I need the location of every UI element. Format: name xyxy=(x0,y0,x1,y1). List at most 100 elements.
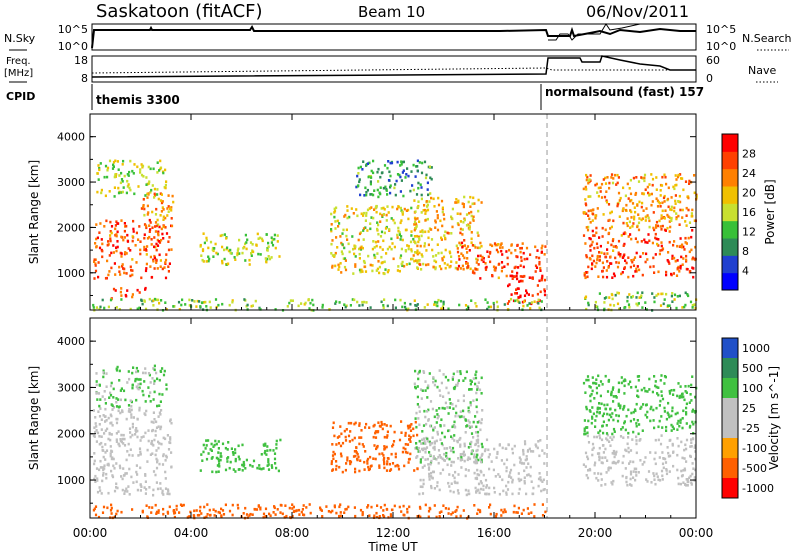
power-cell xyxy=(370,216,373,219)
power-cell xyxy=(671,257,674,260)
velocity-cell xyxy=(175,508,178,511)
velocity-cell xyxy=(200,512,203,515)
velocity-cell xyxy=(529,465,532,469)
power-cell xyxy=(668,304,671,307)
velocity-cell xyxy=(196,514,199,517)
power-cell xyxy=(407,174,410,178)
velocity-cell xyxy=(447,481,450,485)
velocity-cell xyxy=(149,400,152,403)
power-cell xyxy=(591,240,594,244)
velocity-cell xyxy=(433,426,436,429)
power-cell xyxy=(678,270,681,273)
power-cell xyxy=(112,287,116,291)
velocity-cell xyxy=(637,375,641,378)
velocity-cell xyxy=(361,443,364,446)
power-cell xyxy=(223,233,226,236)
velocity-cell xyxy=(136,369,140,373)
power-cell xyxy=(402,169,405,172)
velocity-cell xyxy=(593,381,596,385)
power-cell xyxy=(368,161,371,165)
power-cell xyxy=(128,186,131,190)
velocity-cell xyxy=(457,414,460,418)
power-cell xyxy=(384,227,388,230)
power-cell xyxy=(361,246,364,250)
velocity-cell xyxy=(646,416,649,419)
velocity-cell xyxy=(460,466,463,469)
power-cell xyxy=(350,207,353,210)
power-cell xyxy=(588,237,591,240)
velocity-cell xyxy=(140,436,143,439)
velocity-cell xyxy=(380,420,383,424)
power-cell xyxy=(441,206,444,210)
power-cell xyxy=(582,234,586,237)
velocity-cell xyxy=(135,385,138,388)
power-cell xyxy=(340,241,343,245)
power-cell xyxy=(115,234,118,238)
power-cell xyxy=(462,205,465,209)
velocity-cell xyxy=(155,466,159,470)
velocity-cell xyxy=(605,424,608,427)
velocity-cell xyxy=(351,438,354,442)
power-cell xyxy=(359,193,362,197)
power-cell xyxy=(360,268,363,272)
power-cell xyxy=(170,224,174,228)
velocity-cell xyxy=(677,444,680,448)
velocity-cell xyxy=(167,489,170,493)
power-cell xyxy=(103,175,106,179)
velocity-cell xyxy=(382,458,385,462)
power-colorbar-frame xyxy=(721,133,739,291)
velocity-cell xyxy=(648,377,651,381)
power-cell xyxy=(600,196,604,199)
velocity-cell xyxy=(684,443,687,447)
velocity-cell xyxy=(109,438,112,442)
velocity-cell xyxy=(480,442,483,446)
power-cell xyxy=(457,200,460,204)
velocity-cell xyxy=(632,476,635,479)
power-cell xyxy=(106,175,109,179)
velocity-cell xyxy=(427,509,431,513)
power-cell xyxy=(399,190,402,193)
velocity-cell xyxy=(416,433,419,437)
power-cell xyxy=(694,245,697,249)
power-cell xyxy=(201,248,205,251)
velocity-cell xyxy=(658,419,661,423)
velocity-cell xyxy=(477,482,481,486)
power-cell xyxy=(612,219,615,223)
power-cell xyxy=(653,271,656,274)
velocity-cell xyxy=(146,460,149,463)
power-cell xyxy=(96,190,99,194)
power-cell xyxy=(470,237,473,241)
power-cell xyxy=(118,308,121,311)
velocity-cell xyxy=(386,460,389,463)
velocity-cell xyxy=(215,456,218,460)
power-cell xyxy=(205,305,208,308)
power-cell xyxy=(510,293,513,296)
velocity-cell xyxy=(449,449,453,453)
velocity-cell xyxy=(601,414,604,418)
velocity-cell xyxy=(628,462,631,465)
power-cell xyxy=(154,213,158,216)
power-cell xyxy=(165,308,168,311)
velocity-cell xyxy=(642,403,645,406)
power-cell xyxy=(606,241,610,244)
velocity-cell xyxy=(680,469,683,473)
velocity-cell xyxy=(159,413,162,416)
power-cell xyxy=(424,219,427,222)
power-cell xyxy=(639,296,643,299)
velocity-cell xyxy=(650,481,653,484)
velocity-cell xyxy=(397,465,400,468)
power-cell xyxy=(660,292,663,296)
power-cell xyxy=(246,303,249,307)
velocity-cell xyxy=(685,478,688,481)
velocity-cell xyxy=(432,457,435,460)
velocity-cell xyxy=(132,481,135,484)
power-cell xyxy=(417,235,420,239)
power-cell xyxy=(362,229,365,232)
power-cell xyxy=(170,248,173,251)
velocity-cell xyxy=(522,508,525,512)
power-cell xyxy=(250,254,253,257)
velocity-cell xyxy=(166,510,169,514)
power-cell xyxy=(648,225,651,229)
velocity-cell xyxy=(366,459,369,463)
velocity-cell xyxy=(266,445,269,448)
